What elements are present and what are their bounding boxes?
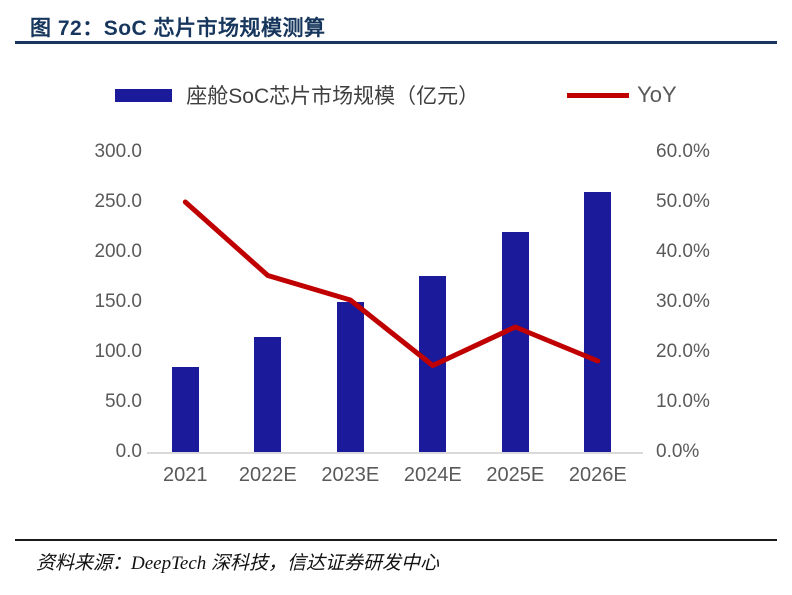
right-axis-tick: 30.0%	[656, 291, 710, 312]
x-label-2026E: 2026E	[568, 464, 627, 486]
right-axis-tick: 50.0%	[656, 191, 710, 212]
right-axis-tick: 0.0%	[656, 441, 700, 462]
left-axis-tick: 300.0	[94, 141, 142, 162]
title-rule	[15, 41, 777, 44]
x-label-2022E: 2022E	[238, 464, 297, 486]
x-label-2021: 2021	[163, 464, 208, 486]
left-axis-tick: 0.0	[115, 441, 142, 462]
x-label-2024E: 2024E	[403, 464, 462, 486]
legend-item-line: YoY	[567, 82, 677, 108]
source-note: 资料来源：DeepTech 深科技，信达证券研发中心	[36, 553, 440, 574]
bar-series-swatch-icon	[115, 88, 173, 102]
x-label-2023E: 2023E	[321, 464, 380, 486]
legend-item-bar: 座舱SoC芯片市场规模（亿元）	[115, 80, 479, 110]
right-axis-tick: 60.0%	[656, 141, 710, 162]
line-series-swatch-icon	[567, 92, 630, 98]
left-axis-tick: 200.0	[94, 241, 142, 262]
right-axis-tick: 10.0%	[656, 391, 710, 412]
x-axis-baseline	[147, 452, 643, 454]
bar-2025E	[501, 232, 529, 452]
left-axis-tick: 250.0	[94, 191, 142, 212]
bar-2023E	[336, 302, 364, 452]
figure-title: 图 72：SoC 芯片市场规模测算	[30, 17, 326, 40]
legend-line-label: YoY	[637, 82, 677, 107]
bar-2026E	[584, 192, 612, 452]
right-axis-tick: 40.0%	[656, 241, 710, 262]
left-axis-tick: 100.0	[94, 341, 142, 362]
bottom-rule	[15, 539, 777, 541]
left-axis-tick: 50.0	[105, 391, 142, 412]
legend-bar-label: 座舱SoC芯片市场规模（亿元）	[186, 85, 480, 108]
x-label-2025E: 2025E	[486, 464, 545, 486]
yoy-polyline	[182, 199, 601, 368]
left-axis-tick: 150.0	[94, 291, 142, 312]
chart-legend: 座舱SoC芯片市场规模（亿元） YoY	[0, 80, 792, 110]
right-axis-tick: 20.0%	[656, 341, 710, 362]
bar-2021	[171, 367, 199, 452]
bar-2022E	[254, 337, 282, 452]
